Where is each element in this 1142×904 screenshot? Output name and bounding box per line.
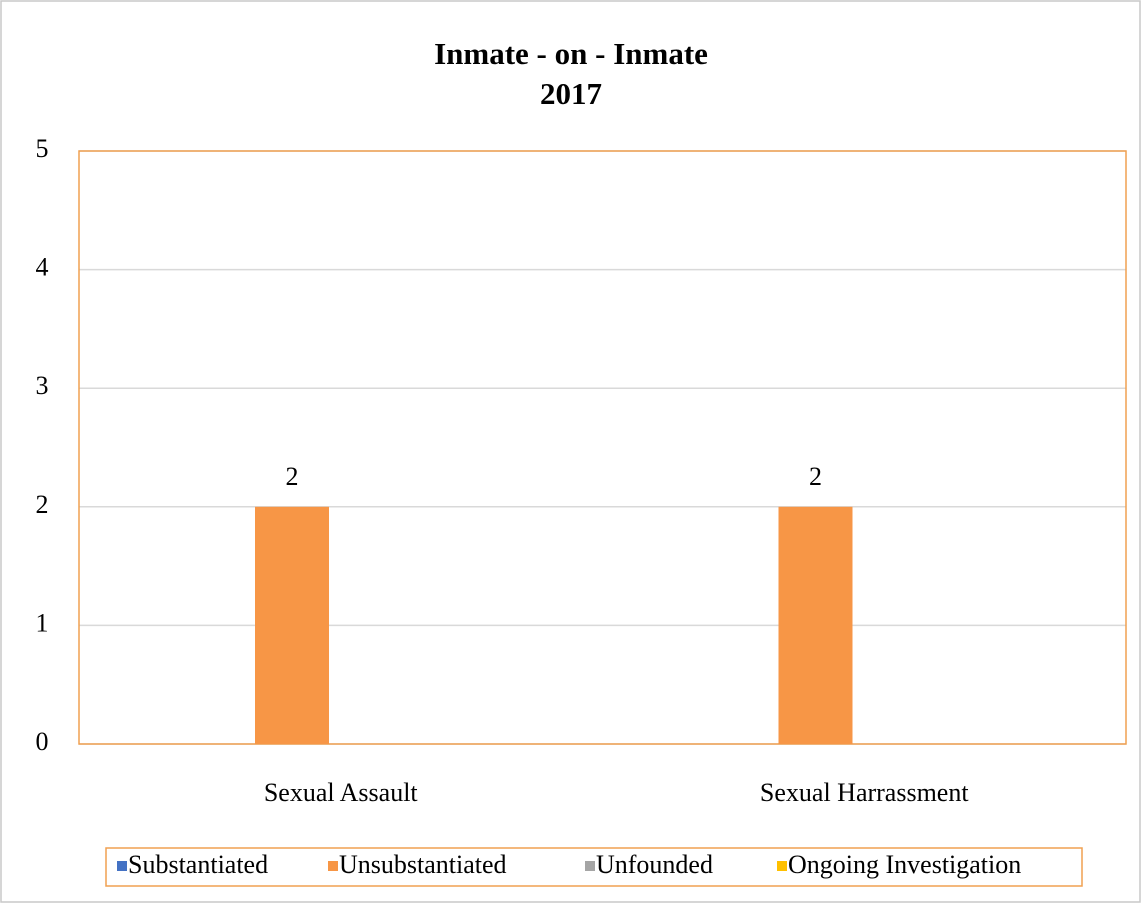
- legend-label: Unsubstantiated: [339, 850, 507, 879]
- legend-label: Ongoing Investigation: [788, 850, 1021, 879]
- y-tick-label: 0: [36, 727, 49, 756]
- x-tick-label: Sexual Assault: [264, 778, 419, 807]
- legend-swatch: [777, 861, 787, 871]
- legend-swatch: [117, 861, 127, 871]
- bar: [255, 506, 329, 744]
- bar: [778, 506, 853, 744]
- y-tick-label: 2: [36, 490, 49, 519]
- legend-swatch: [328, 861, 338, 871]
- y-tick-label: 1: [36, 608, 49, 637]
- legend-label: Substantiated: [128, 850, 268, 879]
- data-label: 2: [286, 462, 299, 491]
- chart-title: Inmate - on - Inmate: [434, 36, 708, 71]
- legend-label: Unfounded: [596, 850, 713, 879]
- plot-border: [78, 150, 1127, 745]
- y-tick-label: 3: [36, 371, 49, 400]
- chart-subtitle: 2017: [540, 76, 602, 111]
- data-label: 2: [809, 462, 822, 491]
- x-tick-label: Sexual Harrassment: [760, 778, 969, 807]
- y-tick-label: 5: [36, 134, 49, 163]
- legend-swatch: [585, 861, 595, 871]
- y-tick-label: 4: [36, 253, 49, 282]
